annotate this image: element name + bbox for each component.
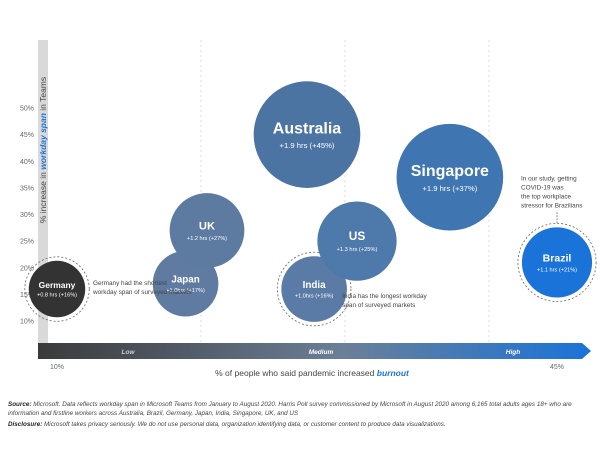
bubble-value-us: +1.3 hrs (+25%): [337, 247, 378, 253]
x-tick-label: 10%: [50, 364, 64, 371]
bubble-value-singapore: +1.9 hrs (+37%): [422, 184, 477, 193]
x-band-label-high: High: [506, 349, 520, 356]
source-note: Source: Microsoft. Data reflects workday…: [8, 400, 592, 418]
y-tick-label: 10%: [20, 319, 34, 326]
annotation-germany-line: workday span of surveyed markets: [92, 289, 192, 296]
bubble-label-us: US: [349, 229, 366, 243]
annotation-brazil-line: In our study, getting: [521, 175, 577, 182]
y-axis-bar: [38, 40, 48, 343]
source-text: Microsoft. Data reflects workday span in…: [8, 401, 572, 417]
disclosure-label: Disclosure:: [8, 421, 43, 428]
bubble-ring-india: [276, 251, 352, 327]
bubble-value-brazil: +1.1 hrs (+21%): [537, 267, 577, 273]
bubble-uk: [169, 193, 245, 268]
y-tick-label: 50%: [20, 106, 34, 113]
x-tick-label: 45%: [550, 364, 564, 371]
y-axis-title-prefix: % increase in: [38, 170, 48, 223]
y-axis-title: % increase in workday span in Teams: [38, 77, 48, 223]
bubble-label-australia: Australia: [273, 121, 342, 138]
bubble-australia: [253, 81, 361, 188]
annotation-india-line: India has the longest workday: [342, 293, 427, 300]
annotation-brazil-line: COVID-19 was: [521, 184, 564, 191]
bubble-germany: [28, 260, 86, 318]
x-band-label-medium: Medium: [309, 349, 334, 356]
bubble-us: [317, 201, 397, 281]
bubble-ring-brazil: [517, 222, 597, 302]
y-tick-label: 15%: [20, 292, 34, 299]
annotation-germany-line: Germany had the shortest: [93, 280, 167, 287]
y-tick-label: 20%: [20, 265, 34, 272]
x-axis-title: % of people who said pandemic increased …: [215, 368, 410, 378]
y-tick-label: 30%: [20, 212, 34, 219]
bubble-value-australia: +1.9 hrs (+45%): [280, 141, 335, 150]
bubble-india: [281, 256, 347, 322]
bubble-label-uk: UK: [199, 220, 215, 232]
bubble-ring-germany: [24, 256, 90, 322]
bubble-label-japan: Japan: [171, 275, 199, 286]
bubble-value-india: +1.0hrs (+16%): [295, 293, 334, 299]
y-axis-title-emphasis: workday span: [38, 113, 48, 170]
bubble-label-germany: Germany: [39, 280, 76, 290]
bubble-label-singapore: Singapore: [411, 163, 489, 180]
bubble-value-uk: +1.2 hrs (+27%): [187, 236, 227, 242]
annotation-brazil-line: stressor for Brazilians: [521, 202, 582, 209]
annotation-brazil-line: the top workplace: [521, 193, 572, 200]
y-tick-label: 25%: [20, 239, 34, 246]
bubble-value-germany: +0.8 hrs (+16%): [37, 292, 77, 298]
source-label: Source:: [8, 401, 32, 408]
disclosure-note: Disclosure: Microsoft takes privacy seri…: [8, 420, 592, 429]
y-tick-label: 35%: [20, 185, 34, 192]
y-tick-label: 45%: [20, 132, 34, 139]
annotation-india-line: span of surveyed markets: [342, 302, 415, 309]
x-axis-arrow: [38, 343, 591, 359]
disclosure-text: Microsoft takes privacy seriously. We do…: [42, 421, 446, 428]
x-band-label-low: Low: [122, 349, 136, 356]
bubble-label-india: India: [303, 280, 326, 291]
bubble-brazil: [521, 227, 593, 298]
y-tick-label: 40%: [20, 159, 34, 166]
bubble-value-japan: +1.0hrs (+17%): [166, 288, 205, 294]
x-axis-title-emphasis: burnout: [377, 368, 410, 378]
x-axis-title-prefix: % of people who said pandemic increased: [215, 368, 377, 378]
y-axis-title-suffix: in Teams: [38, 77, 48, 113]
bubble-singapore: [396, 123, 504, 231]
bubble-label-brazil: Brazil: [543, 252, 572, 264]
